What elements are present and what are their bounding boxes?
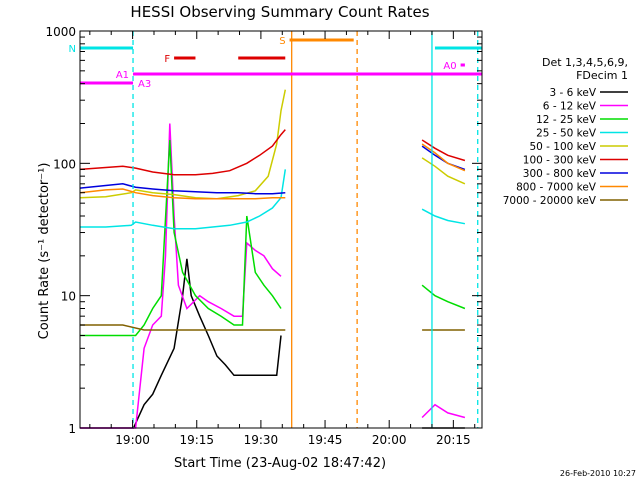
flag-label-f: F (164, 54, 170, 65)
axis-layer: 19:00 19:15 19:30 19:45 20:00 20:15 1 10 100 1000 (45, 25, 483, 447)
series-line-6-12-kev-after-gap (421, 403, 466, 419)
y-tick-label: 100 (53, 157, 76, 171)
flag-label-s: S (279, 36, 285, 47)
series-line-800-7000-kev-after-gap (421, 143, 466, 172)
legend-label-50-100-kev: 50 - 100 keV (529, 141, 596, 153)
flag-label-a0: A0 (443, 61, 456, 72)
legend-label-3-6-kev: 3 - 6 keV (549, 87, 596, 99)
flag-label-a3: A3 (138, 79, 151, 90)
x-tick-label: 19:30 (244, 433, 279, 447)
legend-label-6-12-kev: 6 - 12 keV (543, 101, 597, 113)
plot-frame (79, 30, 483, 429)
series-layer (79, 89, 466, 429)
series-line-12-25-kev-after-gap (421, 284, 466, 310)
flag-label-a1: A1 (116, 70, 129, 81)
series-line-50-100-kev (79, 89, 287, 200)
series-line-6-12-kev (80, 123, 282, 429)
flag-layer: N F S A1 A3 A0 (69, 36, 482, 90)
series-line-7000-20000-kev (80, 324, 286, 331)
legend-label-7000-20000-kev: 7000 - 20000 keV (503, 195, 597, 207)
y-tick-label: 1 (68, 422, 76, 436)
x-tick-label: 19:45 (308, 433, 343, 447)
series-line-50-100-kev-after-gap (421, 157, 466, 185)
date-stamp: 26-Feb-2010 10:27 (560, 469, 636, 478)
legend-label-12-25-kev: 12 - 25 keV (536, 114, 597, 126)
chart-title: HESSI Observing Summary Count Rates (130, 3, 429, 21)
legend-header-line-2: FDecim 1 (576, 69, 628, 82)
x-tick-label: 20:00 (372, 433, 407, 447)
flag-label-n: N (69, 44, 76, 55)
x-tick-label: 19:15 (179, 433, 214, 447)
y-tick-label: 10 (61, 290, 76, 304)
legend-label-800-7000-kev: 800 - 7000 keV (516, 182, 597, 194)
x-axis-label: Start Time (23-Aug-02 18:47:42) (174, 456, 386, 471)
series-line-300-800-kev-after-gap (421, 145, 466, 171)
marker-layer (132, 31, 479, 428)
series-line-25-50-kev (80, 169, 287, 230)
legend-header-line-1: Det 1,3,4,5,6,9, (542, 56, 628, 69)
series-line-100-300-kev-after-gap (421, 139, 466, 162)
legend-label-25-50-kev: 25 - 50 keV (536, 128, 597, 140)
series-line-800-7000-kev (79, 188, 286, 200)
y-tick-label: 1000 (45, 25, 76, 39)
x-tick-label: 19:00 (115, 433, 150, 447)
x-tick-label: 20:15 (436, 433, 471, 447)
y-axis-label: Count Rate (s⁻¹ detector⁻¹) (37, 163, 52, 340)
legend-label-100-300-kev: 100 - 300 keV (523, 155, 597, 167)
series-line-100-300-kev (79, 129, 286, 176)
series-line-3-6-kev (80, 258, 282, 429)
series-line-25-50-kev-after-gap (421, 208, 466, 225)
series-line-12-25-kev (80, 139, 282, 337)
legend-label-300-800-kev: 300 - 800 keV (523, 168, 597, 180)
series-line-300-800-kev (79, 183, 286, 195)
